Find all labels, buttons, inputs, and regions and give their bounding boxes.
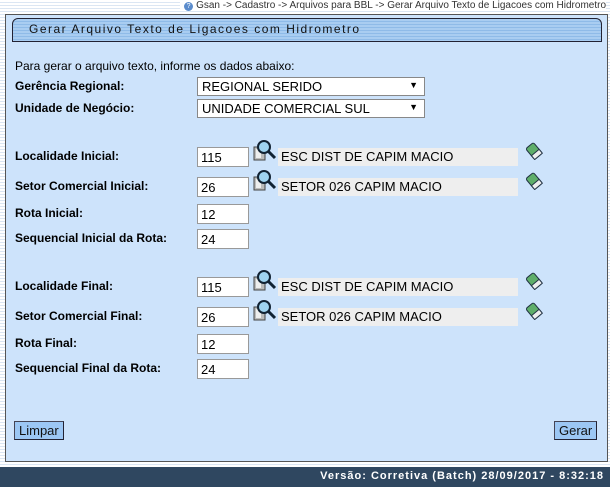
final-localidade-input[interactable]: 115 (197, 277, 249, 297)
inicial-sequencial-input[interactable]: 24 (197, 229, 249, 249)
final-localidade-description: ESC DIST DE CAPIM MACIO (278, 278, 518, 296)
page-title: Gerar Arquivo Texto de Ligacoes com Hidr… (12, 18, 602, 42)
final-rota-input[interactable]: 12 (197, 334, 249, 354)
unidade-value: UNIDADE COMERCIAL SUL (202, 101, 370, 116)
inicial-localidade-description: ESC DIST DE CAPIM MACIO (278, 148, 518, 166)
inicial-rota-label: Rota Inicial: (15, 206, 84, 220)
eraser-icon[interactable] (525, 302, 544, 321)
limpar-button[interactable]: Limpar (14, 421, 64, 440)
breadcrumb: ? Gsan -> Cadastro -> Arquivos para BBL -… (180, 0, 606, 11)
inicial-sequencial-label: Sequencial Inicial da Rota: (15, 231, 168, 245)
final-sequencial-label: Sequencial Final da Rota: (15, 361, 162, 375)
gerencia-label: Gerência Regional: (15, 79, 125, 93)
dropdown-arrow-icon: ▼ (409, 102, 418, 112)
inicial-localidade-input[interactable]: 115 (197, 147, 249, 167)
inicial-rota-input[interactable]: 12 (197, 204, 249, 224)
unidade-label: Unidade de Negócio: (15, 101, 135, 115)
search-icon[interactable] (252, 269, 278, 293)
final-sequencial-input[interactable]: 24 (197, 359, 249, 379)
intro-text: Para gerar o arquivo texto, informe os d… (15, 59, 295, 73)
final-setor-description: SETOR 026 CAPIM MACIO (278, 308, 518, 326)
final-setor-label: Setor Comercial Final: (15, 309, 143, 323)
help-icon[interactable]: ? (184, 2, 194, 11)
final-localidade-label: Localidade Final: (15, 279, 114, 293)
search-icon[interactable] (252, 299, 278, 323)
eraser-icon[interactable] (525, 142, 544, 161)
search-icon[interactable] (252, 169, 278, 193)
dropdown-arrow-icon: ▼ (409, 80, 418, 90)
version-footer: Versão: Corretiva (Batch) 28/09/2017 - 8… (0, 467, 610, 487)
breadcrumb-text: Gsan -> Cadastro -> Arquivos para BBL ->… (196, 0, 606, 11)
search-icon[interactable] (252, 139, 278, 163)
gerencia-value: REGIONAL SERIDO (202, 79, 323, 94)
inicial-setor-label: Setor Comercial Inicial: (15, 179, 149, 193)
final-setor-input[interactable]: 26 (197, 307, 249, 327)
gerar-button[interactable]: Gerar (554, 421, 598, 440)
inicial-setor-description: SETOR 026 CAPIM MACIO (278, 178, 518, 196)
inicial-setor-input[interactable]: 26 (197, 177, 249, 197)
eraser-icon[interactable] (525, 172, 544, 191)
inicial-localidade-label: Localidade Inicial: (15, 149, 120, 163)
eraser-icon[interactable] (525, 272, 544, 291)
gerencia-select[interactable]: REGIONAL SERIDO ▼ (197, 77, 425, 96)
final-rota-label: Rota Final: (15, 336, 77, 350)
unidade-select[interactable]: UNIDADE COMERCIAL SUL ▼ (197, 99, 425, 118)
